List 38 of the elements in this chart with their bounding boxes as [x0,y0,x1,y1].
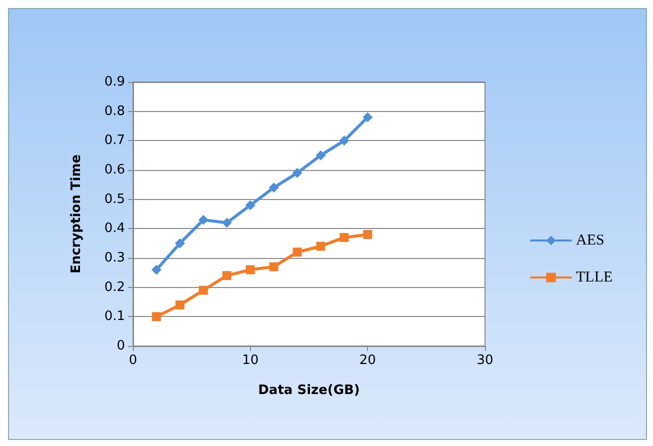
y-tick-label: 0.4 [104,221,125,236]
x-tick-label: 10 [242,353,259,368]
point [316,150,326,160]
y-tick-label: 0.1 [104,309,125,324]
y-tick-label: 0.5 [104,192,125,207]
point [152,312,161,322]
point [316,242,326,251]
x-tick-label: 30 [476,353,494,368]
point [340,232,349,242]
point [174,238,185,248]
legend-label: TLLE [576,270,613,286]
point [268,182,279,193]
point [363,230,372,240]
point [151,264,162,275]
y-tick-label: 0.7 [104,133,125,148]
point [362,112,373,122]
y-tick-label: 0.8 [104,104,125,119]
y-axis-title: Encryption Time [69,154,84,274]
point [246,265,255,274]
point [245,200,256,210]
x-tick-label: 0 [128,353,138,368]
point [198,286,208,295]
y-tick-label: 0.6 [104,162,125,178]
y-tick-label: 0.9 [104,74,125,90]
legend-label: AES [576,232,604,248]
point [269,262,278,272]
point [198,214,208,225]
point [175,300,184,310]
y-tick-label: 0.2 [104,280,125,295]
point [339,136,350,146]
point [292,248,302,257]
x-tick-label: 20 [359,353,376,368]
x-axis-title: Data Size(GB) [258,383,360,398]
point [292,168,302,178]
y-tick-label: 0 [116,338,125,354]
point [222,218,232,228]
y-tick-label: 0.3 [104,250,125,266]
point [222,271,232,280]
